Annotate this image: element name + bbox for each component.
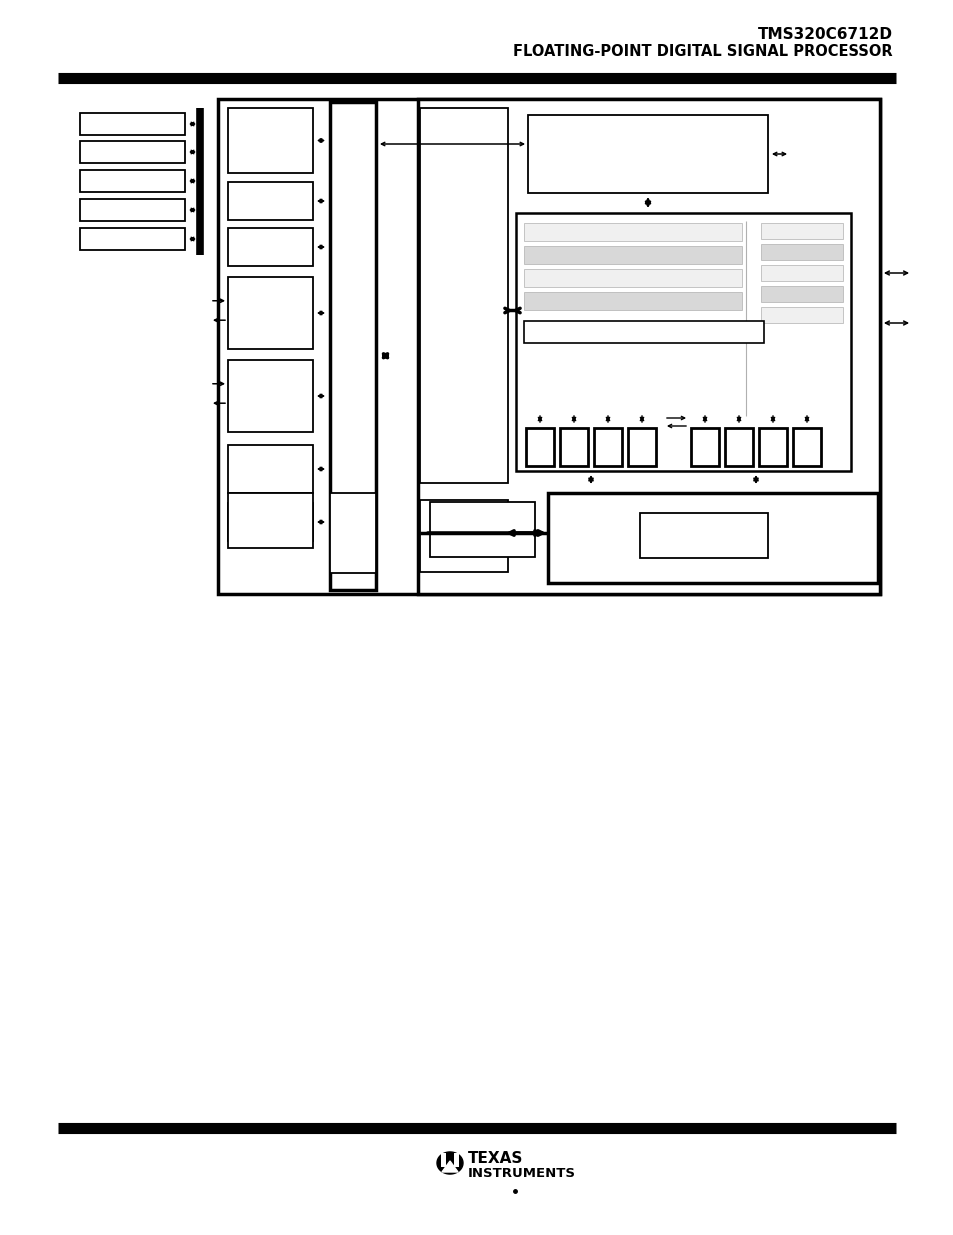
Bar (627, 429, 656, 466)
Bar (419, 107, 507, 483)
Polygon shape (441, 1161, 457, 1172)
Bar (440, 1153, 446, 1167)
Bar (523, 321, 763, 343)
Text: TEXAS: TEXAS (468, 1151, 523, 1166)
Bar (525, 429, 554, 466)
Bar (330, 103, 375, 590)
Bar (760, 245, 842, 261)
Bar (228, 107, 313, 173)
Bar (80, 228, 185, 249)
Bar (690, 429, 719, 466)
Bar (454, 1153, 458, 1167)
Bar (228, 277, 313, 350)
Bar (228, 228, 313, 266)
Bar (760, 266, 842, 282)
Bar (330, 493, 375, 573)
Bar (419, 500, 507, 572)
Bar (760, 308, 842, 324)
Bar (228, 493, 313, 548)
Bar (228, 445, 313, 493)
Bar (228, 359, 313, 432)
Bar (760, 287, 842, 303)
Bar (228, 503, 313, 541)
Bar (527, 115, 767, 193)
Bar (523, 224, 741, 241)
Bar (218, 99, 879, 594)
Bar (792, 429, 821, 466)
Bar (80, 141, 185, 163)
Bar (724, 429, 752, 466)
Bar (760, 224, 842, 240)
Bar (594, 429, 621, 466)
Text: FLOATING-POINT DIGITAL SIGNAL PROCESSOR: FLOATING-POINT DIGITAL SIGNAL PROCESSOR (513, 44, 892, 59)
Bar (516, 212, 850, 471)
Text: TMS320C6712D: TMS320C6712D (758, 27, 892, 42)
Bar (559, 429, 587, 466)
Bar (523, 269, 741, 287)
Bar (228, 182, 313, 220)
Text: INSTRUMENTS: INSTRUMENTS (468, 1167, 576, 1179)
Bar (639, 513, 767, 558)
Bar (523, 291, 741, 310)
Bar (417, 99, 879, 594)
Bar (547, 493, 877, 583)
Bar (80, 112, 185, 135)
Bar (80, 170, 185, 191)
Bar (523, 246, 741, 264)
Bar (759, 429, 786, 466)
Bar (430, 501, 535, 557)
Bar (80, 199, 185, 221)
Polygon shape (436, 1152, 462, 1174)
